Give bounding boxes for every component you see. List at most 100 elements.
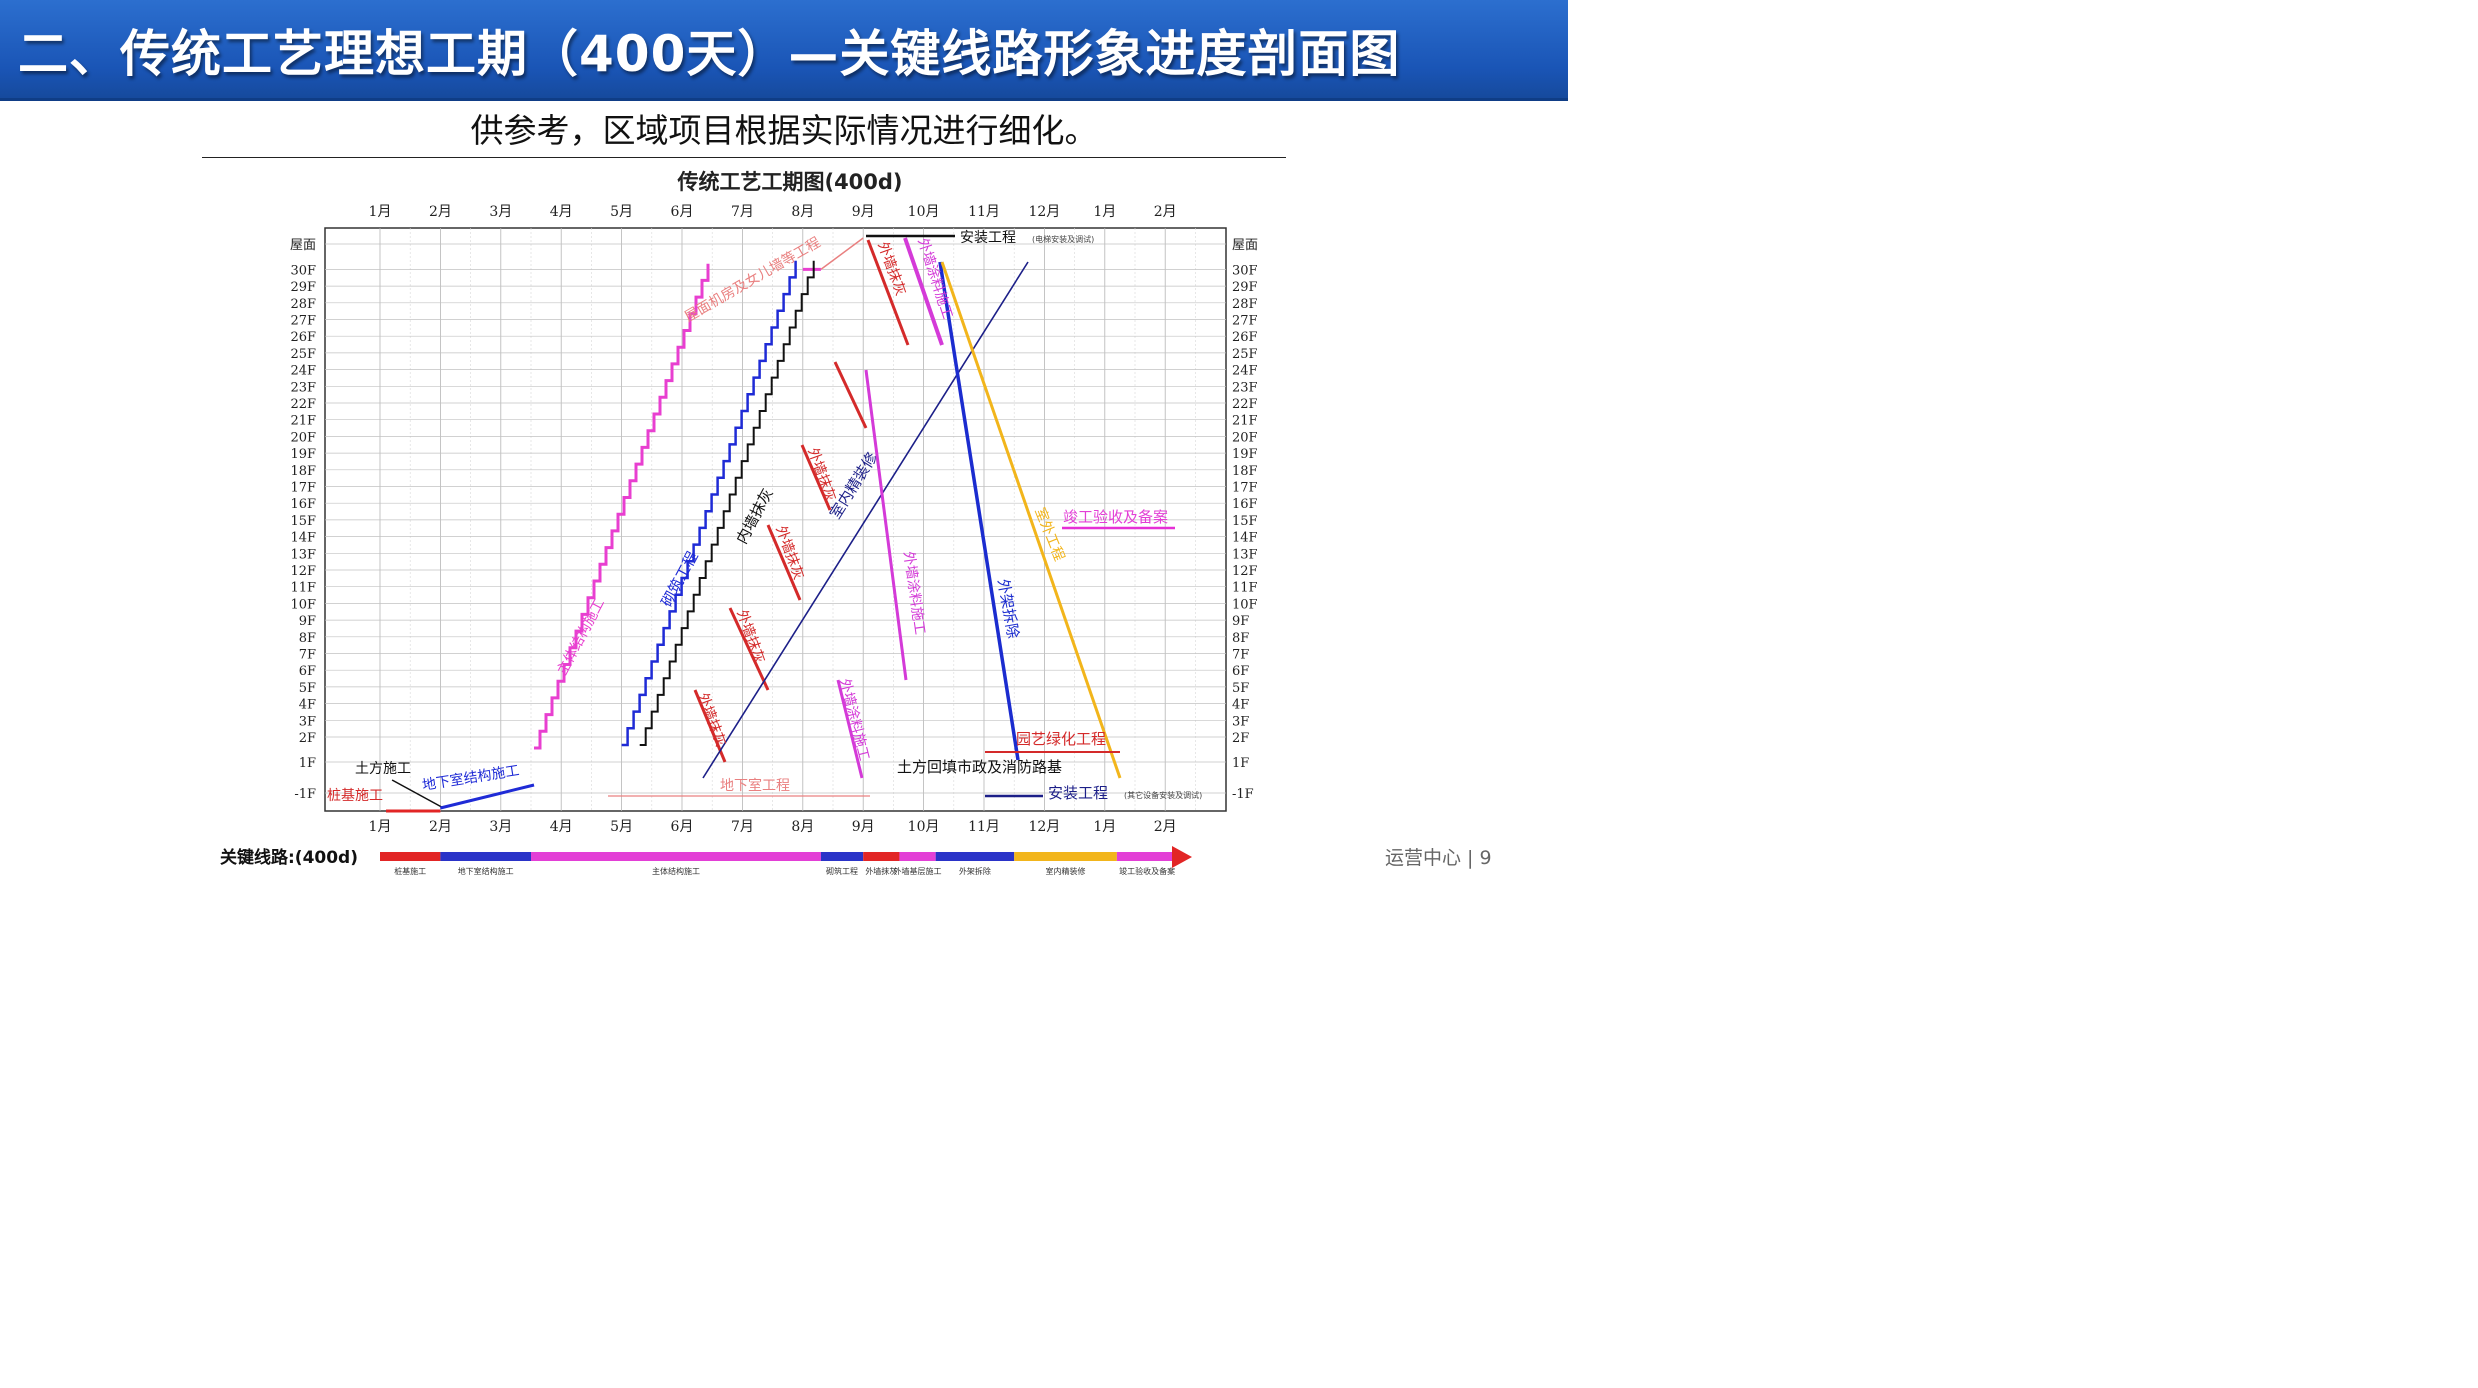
y-tick-label-right: 15F [1232, 514, 1258, 529]
x-tick-label-bottom: 6月 [671, 819, 694, 835]
label-install-bottom-note: (其它设备安装及调试) [1124, 790, 1202, 800]
x-tick-label-bottom: 2月 [429, 819, 452, 835]
label-landscape: 园艺绿化工程 [1016, 730, 1106, 748]
facade-top-segment [903, 237, 944, 346]
critical-path-segment-label: 砌筑工程 [826, 866, 858, 876]
y-tick-label-left: 19F [290, 447, 316, 462]
slide-title: 二、传统工艺理想工期（400天）—关键线路形象进度剖面图 [18, 25, 1401, 83]
y-tick-label-right: 4F [1232, 698, 1249, 713]
scaffold-removal-line [938, 261, 1020, 761]
y-tick-label-left: 15F [290, 514, 316, 529]
y-tick-label-left: 20F [290, 430, 316, 445]
y-tick-label-right: 21F [1232, 414, 1258, 429]
chart-title: 传统工艺工期图(400d) [677, 170, 903, 194]
y-tick-label-left: 24F [290, 364, 316, 379]
y-tick-label-left: 18F [290, 464, 316, 479]
y-tick-label-left: 10F [290, 597, 316, 612]
slide-subtitle: 供参考，区域项目根据实际情况进行细化。 [470, 111, 1098, 150]
y-tick-label-right: 27F [1232, 314, 1258, 329]
outdoor-works-line [940, 261, 1122, 779]
y-tick-label-right: 屋面 [1232, 238, 1258, 253]
y-tick-label-right: 14F [1232, 531, 1258, 546]
y-tick-label-left: 4F [299, 698, 316, 713]
x-tick-label-top: 6月 [671, 204, 694, 220]
label-pile: 桩基施工 [327, 787, 383, 804]
y-tick-label-left: 12F [290, 564, 316, 579]
y-tick-label-right: 12F [1232, 564, 1258, 579]
y-tick-label-right: 10F [1232, 597, 1258, 612]
critical-path-segment-label: 地下室结构施工 [458, 866, 514, 876]
x-tick-label-bottom: 11月 [968, 819, 1000, 835]
y-tick-label-left: 25F [290, 347, 316, 362]
y-tick-label-right: 25F [1232, 347, 1258, 362]
y-tick-label-right: -1F [1232, 787, 1254, 802]
footer-org: 运营中心 [1385, 847, 1462, 869]
page-number: 9 [1479, 847, 1492, 869]
x-tick-label-top: 1月 [1093, 204, 1116, 220]
y-tick-label-left: -1F [294, 787, 316, 802]
y-tick-label-right: 2F [1232, 731, 1249, 746]
y-tick-label-right: 17F [1232, 481, 1258, 496]
plot-frame [324, 227, 1227, 812]
critical-path-segment-label: 室内精装修 [1046, 866, 1086, 876]
y-tick-label-left: 29F [290, 280, 316, 295]
x-tick-label-top: 2月 [429, 204, 452, 220]
y-tick-label-left: 30F [290, 263, 316, 278]
footer-separator: | [1461, 847, 1480, 869]
y-tick-label-left: 23F [290, 380, 316, 395]
x-tick-label-top: 1月 [369, 204, 392, 220]
critical-path-segment [1116, 852, 1178, 861]
x-tick-label-bottom: 1月 [1093, 819, 1116, 835]
label-backfill: 土方回填市政及消防路基 [897, 758, 1062, 776]
y-tick-label-left: 3F [299, 714, 316, 729]
x-tick-label-top: 7月 [731, 204, 754, 220]
progress-chart: 1月 1月 2月 2月 3月 3月 4月 4月 5月 5月 6月 6月 7月 7月 8月 8月 9月 9月 10月 1… [220, 204, 1258, 876]
y-tick-label-left: 22F [290, 397, 316, 412]
x-tick-label-bottom: 2月 [1154, 819, 1177, 835]
roof-works-line [820, 237, 864, 271]
x-tick-label-top: 5月 [610, 204, 633, 220]
y-tick-label-right: 16F [1232, 497, 1258, 512]
x-tick-label-bottom: 7月 [731, 819, 754, 835]
y-tick-label-right: 22F [1232, 397, 1258, 412]
critical-path-segment [820, 852, 864, 861]
critical-path-segment-label: 桩基施工 [394, 866, 426, 876]
y-tick-label-left: 7F [299, 648, 316, 663]
x-tick-label-bottom: 9月 [852, 819, 875, 835]
label-acceptance: 竣工验收及备案 [1063, 508, 1168, 526]
y-tick-label-left: 屋面 [290, 238, 316, 253]
x-tick-label-top: 11月 [968, 204, 1000, 220]
y-tick-label-right: 3F [1232, 714, 1249, 729]
y-tick-label-right: 26F [1232, 330, 1258, 345]
critical-path-segment-label: 主体结构施工 [652, 866, 700, 876]
label-install-top: 安装工程 [960, 230, 1016, 246]
y-tick-label-left: 17F [290, 481, 316, 496]
masonry-stairs [621, 260, 797, 747]
y-tick-label-left: 27F [290, 314, 316, 329]
critical-path-segment-label: 外墙基层施工 [894, 866, 942, 876]
critical-path-title: 关键线路:(400d) [220, 847, 358, 868]
x-tick-label-bottom: 12月 [1028, 819, 1060, 835]
y-tick-label-right: 9F [1232, 614, 1249, 629]
label-basement-works: 地下室工程 [720, 777, 790, 794]
critical-path-segment [531, 852, 821, 861]
y-tick-label-right: 19F [1232, 447, 1258, 462]
x-tick-label-top: 8月 [791, 204, 814, 220]
critical-path-segment [863, 852, 900, 861]
y-tick-label-left: 6F [299, 664, 316, 679]
x-tick-label-bottom: 10月 [908, 819, 940, 835]
interior-finish-line [702, 261, 1029, 779]
y-tick-label-left: 9F [299, 614, 316, 629]
y-tick-label-right: 23F [1232, 380, 1258, 395]
label-earthwork: 土方施工 [355, 761, 411, 777]
y-tick-label-right: 5F [1232, 681, 1249, 696]
y-tick-label-right: 1F [1232, 756, 1249, 771]
label-install-bottom: 安装工程 [1048, 784, 1108, 802]
interior-plaster-stairs [639, 260, 815, 746]
y-tick-label-left: 26F [290, 330, 316, 345]
x-tick-label-bottom: 3月 [489, 819, 512, 835]
y-tick-label-right: 29F [1232, 280, 1258, 295]
y-tick-label-right: 11F [1232, 581, 1258, 596]
y-tick-label-right: 18F [1232, 464, 1258, 479]
y-tick-label-right: 8F [1232, 631, 1249, 646]
